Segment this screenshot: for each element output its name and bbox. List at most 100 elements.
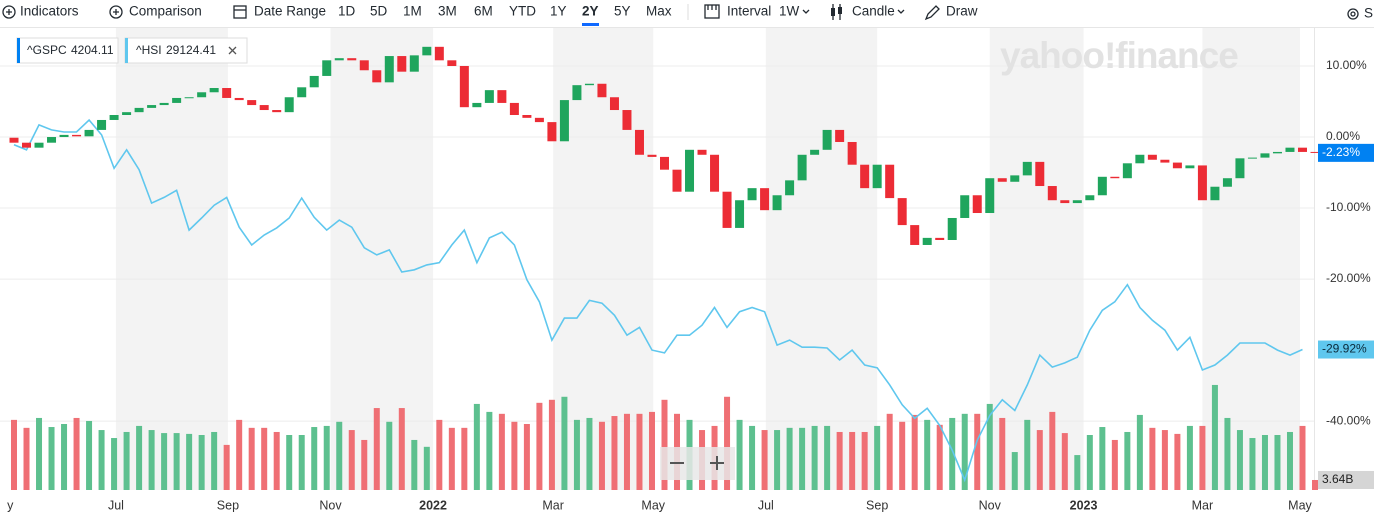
volume-bar — [86, 420, 93, 490]
volume-bar — [1211, 384, 1218, 490]
volume-bar — [1161, 430, 1168, 490]
candle-body — [622, 110, 632, 130]
volume-bar — [461, 427, 468, 490]
volume-bar — [586, 417, 593, 490]
candle-body — [484, 90, 494, 103]
x-tick-label: May — [641, 498, 665, 512]
volume-bar — [1099, 427, 1106, 490]
candle-body — [1272, 151, 1282, 154]
candle-body — [1185, 165, 1195, 169]
candle-body — [722, 191, 732, 228]
candle-body — [434, 46, 444, 61]
candle-body — [97, 119, 107, 130]
period-shade — [553, 28, 654, 490]
candle-body — [1060, 200, 1070, 204]
legend-box[interactable] — [16, 37, 119, 64]
candle-body — [397, 56, 407, 72]
last-price-label-bg — [1318, 143, 1374, 162]
candle-body — [1035, 161, 1045, 187]
candle-body — [359, 60, 369, 71]
candle-body — [84, 129, 94, 137]
volume-bar — [98, 430, 105, 490]
volume-bar — [523, 424, 530, 490]
volume-bar — [824, 425, 831, 490]
draw-button[interactable]: Draw — [946, 4, 978, 19]
period-shade — [989, 28, 1084, 490]
range-button[interactable]: 1M — [403, 4, 422, 19]
range-button[interactable]: 1D — [338, 4, 356, 19]
volume-bar — [173, 433, 180, 490]
remove-button[interactable] — [228, 46, 237, 55]
legend-box[interactable] — [124, 37, 248, 64]
volume-bar — [486, 411, 493, 490]
candle-body — [122, 112, 132, 116]
volume-bar — [448, 427, 455, 490]
range-button[interactable]: 5D — [370, 4, 388, 19]
volume-bar — [536, 402, 543, 490]
volume-bar — [398, 408, 405, 490]
candle-body — [835, 129, 845, 142]
volume-bar — [1224, 417, 1231, 490]
legend-swatch — [125, 38, 128, 63]
x-tick-label: Sep — [866, 498, 888, 512]
range-button[interactable]: Max — [646, 4, 672, 19]
range-button[interactable]: 3M — [438, 4, 457, 19]
legend-price: 4204.11 — [71, 43, 114, 57]
icon — [1350, 11, 1356, 17]
indicators-button[interactable]: Indicators — [20, 4, 79, 19]
period-shade — [765, 28, 878, 490]
settings-button[interactable]: S — [1364, 6, 1373, 21]
volume-bar — [986, 403, 993, 490]
candle-body — [747, 188, 757, 201]
candle-body — [572, 85, 582, 101]
volume-bar — [924, 419, 931, 490]
candle-body — [559, 100, 569, 142]
x-tick-label: Sep — [217, 498, 239, 512]
range-button[interactable]: 6M — [474, 4, 493, 19]
volume-bar — [949, 417, 956, 490]
interval-label[interactable]: Interval — [727, 4, 771, 19]
volume-bar — [198, 435, 205, 490]
volume-bar — [1249, 438, 1256, 490]
x-tick-label: 2022 — [419, 498, 447, 512]
candle-body — [197, 92, 207, 98]
volume-bar — [61, 424, 68, 490]
candle-body — [760, 188, 770, 211]
candle-body — [1210, 186, 1220, 201]
candle-body — [972, 195, 982, 214]
volume-bar — [786, 427, 793, 490]
volume-bar — [123, 431, 130, 490]
volume-bar — [799, 427, 806, 490]
candle-body — [384, 56, 394, 83]
candle-body — [1235, 158, 1245, 179]
zoom-in-button[interactable] — [710, 456, 724, 470]
range-button-selected[interactable]: 2Y — [582, 4, 599, 19]
candle-body — [522, 115, 532, 118]
candle-body — [509, 102, 519, 116]
interval-value[interactable]: 1W — [779, 4, 800, 19]
candle-body — [597, 83, 607, 98]
volume-bar — [1124, 431, 1131, 490]
range-button[interactable]: YTD — [509, 4, 536, 19]
legend-symbol: ^GSPC — [27, 43, 67, 57]
candle-body — [1135, 154, 1145, 164]
legend-symbol: ^HSI — [136, 43, 162, 57]
candle-body — [584, 83, 594, 86]
volume-bar — [261, 427, 268, 490]
icon — [838, 7, 842, 14]
icon — [6, 9, 12, 15]
volume-bar — [211, 431, 218, 490]
chart-type-button[interactable]: Candle — [852, 4, 895, 19]
candle-body — [234, 97, 244, 101]
candle-body — [935, 237, 945, 241]
volume-bar — [236, 419, 243, 490]
volume-bar — [1136, 414, 1143, 490]
volume-bar — [999, 417, 1006, 490]
comparison-button[interactable]: Comparison — [129, 4, 202, 19]
volume-bar — [436, 419, 443, 490]
range-button[interactable]: 5Y — [614, 4, 631, 19]
date-range-button[interactable]: Date Range — [254, 4, 326, 19]
range-button[interactable]: 1Y — [550, 4, 567, 19]
candle-body — [372, 70, 382, 83]
candle-body — [334, 58, 344, 61]
